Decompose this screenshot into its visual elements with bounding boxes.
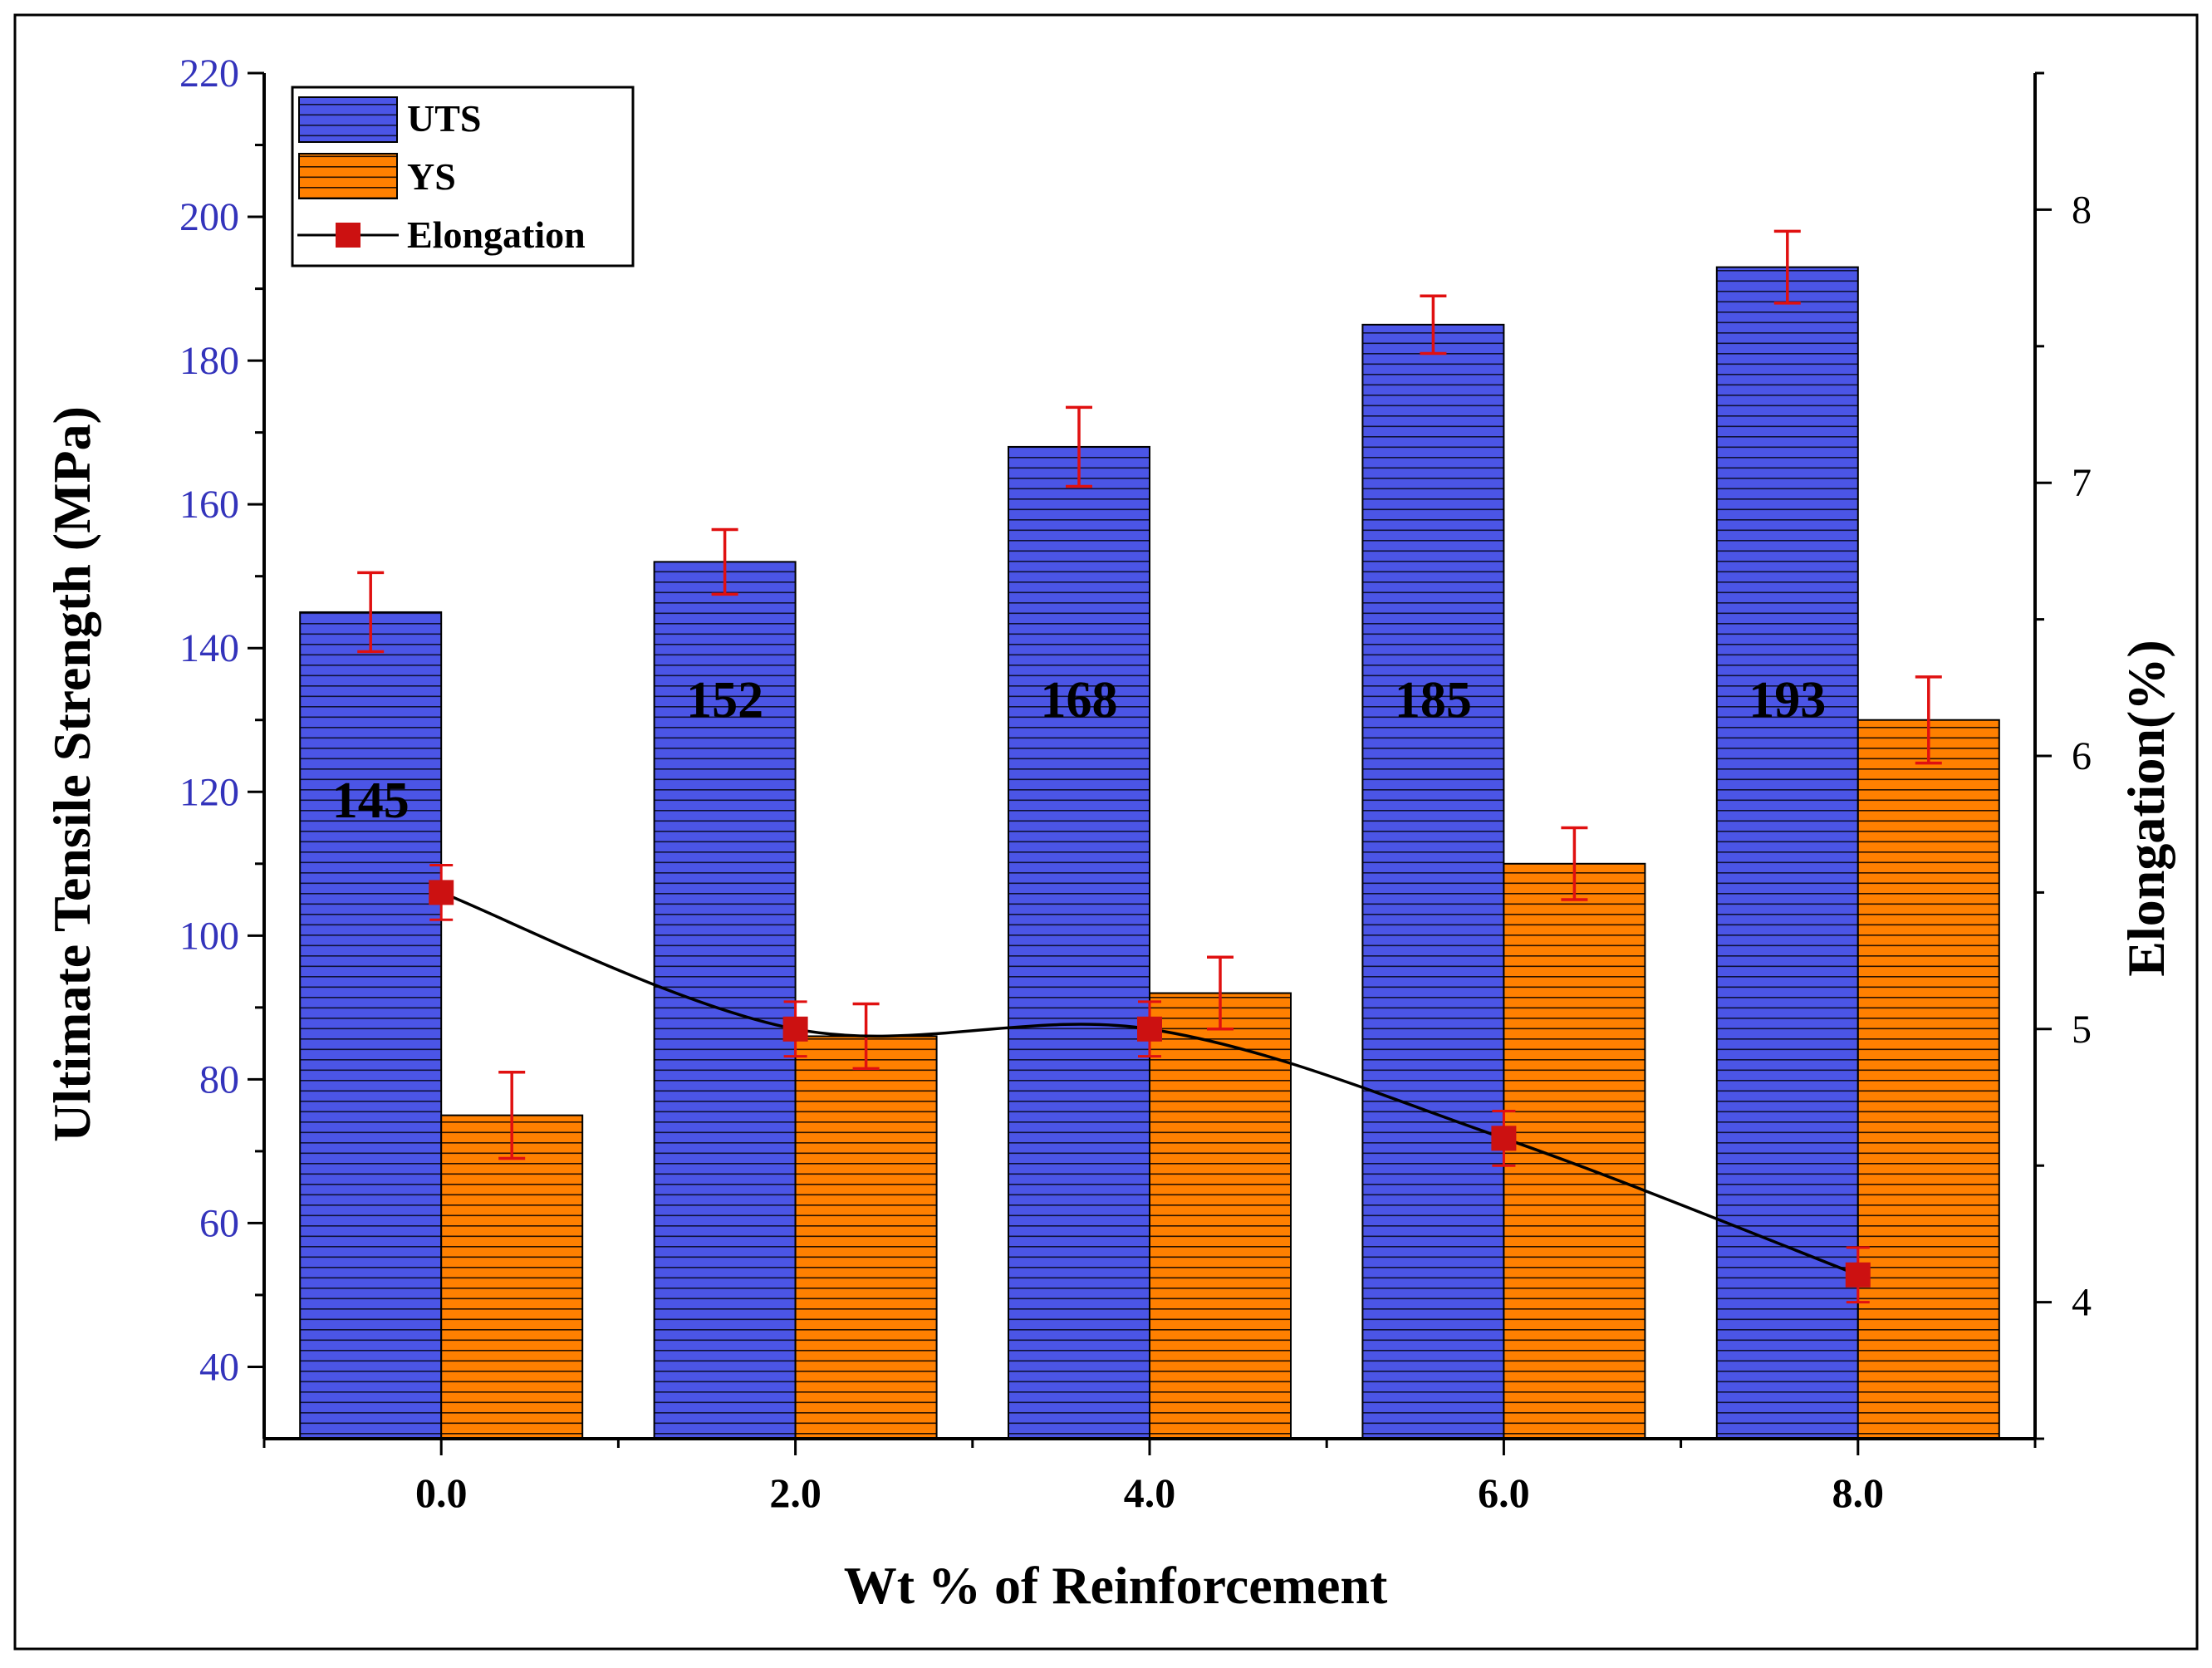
legend-label-elongation: Elongation bbox=[407, 213, 586, 256]
y2-tick-label: 5 bbox=[2072, 1008, 2092, 1052]
elongation-marker bbox=[1491, 1126, 1517, 1151]
x-tick-label: 4.0 bbox=[1124, 1469, 1176, 1516]
uts-bar bbox=[1008, 445, 1150, 1440]
uts-bar bbox=[1361, 323, 1505, 1440]
uts-data-label: 193 bbox=[1749, 672, 1826, 729]
y-tick-label: 60 bbox=[199, 1201, 239, 1245]
legend-label-uts: UTS bbox=[407, 97, 481, 140]
elongation-marker bbox=[429, 880, 454, 905]
y2-tick-label: 7 bbox=[2072, 461, 2092, 505]
y-tick-label: 220 bbox=[179, 52, 239, 96]
elongation-marker bbox=[782, 1016, 808, 1042]
ys-bar bbox=[794, 1035, 938, 1440]
ys-bar bbox=[1503, 862, 1646, 1440]
y-axis-title: Ultimate Tensile Strength (MPa) bbox=[42, 406, 101, 1142]
y-tick-label: 40 bbox=[199, 1345, 239, 1389]
ys-bar bbox=[440, 1114, 584, 1440]
uts-bar bbox=[299, 611, 443, 1440]
y2-axis-title: Elongation(%) bbox=[2116, 640, 2175, 976]
plot-area: 145 152 168 185 193 40 60 80 100 120 140 160 180 200 2… bbox=[179, 52, 2092, 1516]
y-tick-label: 180 bbox=[179, 339, 239, 383]
y-tick-label: 120 bbox=[179, 770, 239, 814]
y-tick-label: 140 bbox=[179, 626, 239, 670]
x-axis-title: Wt % of Reinforcement bbox=[844, 1556, 1388, 1615]
y-tick-label: 160 bbox=[179, 483, 239, 527]
legend-label-ys: YS bbox=[407, 155, 456, 198]
x-tick-label: 2.0 bbox=[769, 1469, 822, 1516]
y2-tick-label: 8 bbox=[2072, 188, 2092, 232]
uts-data-label: 185 bbox=[1395, 672, 1472, 729]
uts-bar bbox=[1715, 266, 1859, 1440]
legend-swatch-ys bbox=[298, 153, 398, 199]
uts-data-label: 145 bbox=[332, 773, 410, 829]
ys-bar bbox=[1856, 719, 2000, 1440]
y2-tick-label: 6 bbox=[2072, 734, 2092, 778]
outer-frame bbox=[13, 13, 2199, 1651]
elongation-marker bbox=[1845, 1262, 1871, 1288]
y-tick-label: 100 bbox=[179, 914, 239, 958]
legend-marker-elongation bbox=[336, 223, 360, 248]
ys-bar bbox=[1149, 992, 1292, 1440]
y2-tick-label: 4 bbox=[2072, 1281, 2092, 1325]
legend-swatch-uts bbox=[298, 96, 398, 143]
y-tick-label: 80 bbox=[199, 1057, 239, 1101]
x-tick-label: 0.0 bbox=[415, 1469, 468, 1516]
x-tick-label: 8.0 bbox=[1832, 1469, 1885, 1516]
y-tick-label: 200 bbox=[179, 195, 239, 239]
legend: UTS YS Elongation bbox=[291, 86, 635, 267]
x-tick-label: 6.0 bbox=[1478, 1469, 1530, 1516]
elongation-marker bbox=[1137, 1016, 1162, 1042]
uts-data-label: 168 bbox=[1041, 672, 1118, 729]
uts-data-label: 152 bbox=[686, 672, 763, 729]
